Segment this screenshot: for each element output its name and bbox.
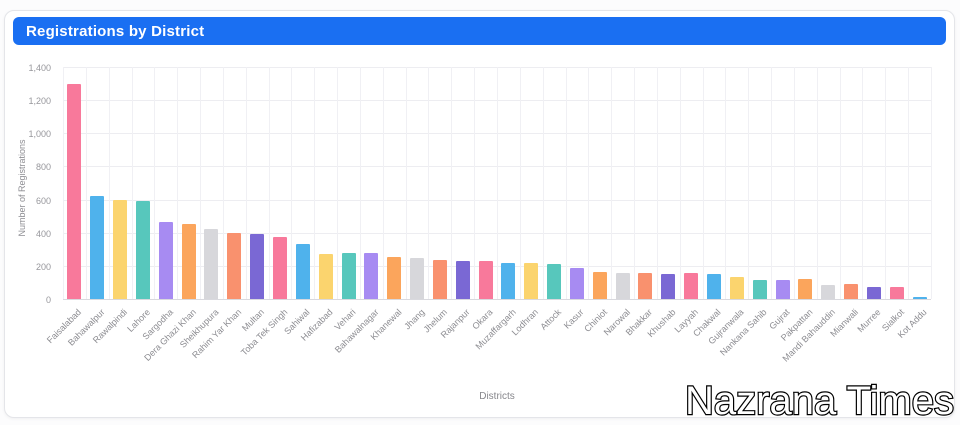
y-tick-label: 1,000 bbox=[28, 129, 51, 140]
gridline-vertical bbox=[63, 67, 64, 299]
gridline-vertical bbox=[359, 67, 361, 299]
gridline-vertical bbox=[291, 67, 293, 299]
bar-toba-tek-singh[interactable] bbox=[273, 236, 287, 299]
bar-dera-ghazi-khan[interactable] bbox=[181, 224, 196, 299]
bar-khushab[interactable] bbox=[661, 274, 676, 299]
gridline-vertical bbox=[885, 67, 887, 299]
bar-mianwali[interactable] bbox=[844, 284, 859, 299]
gridline-vertical bbox=[154, 67, 156, 299]
x-tick-label: Attock bbox=[538, 307, 564, 332]
watermark-text: Nazrana Times bbox=[685, 379, 954, 423]
bar-rahim-yar-khan[interactable] bbox=[227, 232, 242, 299]
bar-sheikhupura[interactable] bbox=[204, 228, 219, 299]
page-title: Registrations by District bbox=[26, 22, 205, 40]
x-axis-line bbox=[63, 299, 931, 300]
bar-vehari[interactable] bbox=[341, 253, 356, 299]
gridline-vertical bbox=[908, 67, 910, 299]
gridline-vertical bbox=[634, 67, 636, 299]
gridline-vertical bbox=[862, 67, 864, 299]
gridline-vertical bbox=[314, 67, 316, 299]
y-tick-label: 800 bbox=[35, 162, 51, 173]
bar-lodhran[interactable] bbox=[524, 263, 539, 299]
gridline-vertical bbox=[702, 67, 704, 299]
bar-kot-addu[interactable] bbox=[912, 297, 927, 299]
bar-faisalabad[interactable] bbox=[67, 83, 82, 299]
bar-chiniot[interactable] bbox=[592, 271, 607, 299]
gridline-vertical bbox=[245, 67, 247, 299]
gridline-vertical bbox=[611, 67, 613, 299]
bar-narowal[interactable] bbox=[615, 273, 630, 299]
card-header: Registrations by District bbox=[13, 17, 946, 45]
bar-lahore[interactable] bbox=[135, 201, 150, 299]
bar-kasur[interactable] bbox=[569, 268, 584, 299]
bar-sargodha[interactable] bbox=[158, 221, 173, 299]
bar-gujranwala[interactable] bbox=[729, 277, 744, 299]
gridline-vertical bbox=[268, 67, 270, 299]
gridline-vertical bbox=[542, 67, 544, 299]
bar-murree[interactable] bbox=[866, 286, 881, 299]
y-tick-label: 1,400 bbox=[28, 63, 51, 73]
gridline-vertical bbox=[519, 67, 521, 299]
bar-bhakkar[interactable] bbox=[638, 272, 653, 299]
gridline-vertical bbox=[793, 67, 795, 299]
y-tick-label: 200 bbox=[35, 261, 51, 272]
bar-sialkot[interactable] bbox=[889, 287, 904, 299]
bar-jhang[interactable] bbox=[410, 258, 425, 299]
bar-khanewal[interactable] bbox=[387, 256, 402, 299]
bar-gujrat[interactable] bbox=[775, 279, 790, 299]
gridline-vertical bbox=[588, 67, 590, 299]
gridline-vertical bbox=[428, 67, 430, 299]
gridline-vertical bbox=[131, 67, 133, 299]
bar-muzaffargarh[interactable] bbox=[501, 263, 516, 299]
bar-bahawalnagar[interactable] bbox=[364, 252, 379, 299]
gridline-vertical bbox=[222, 67, 224, 299]
gridline-vertical bbox=[405, 67, 407, 299]
gridline-vertical bbox=[200, 67, 202, 299]
y-axis: 0 200 400 600 800 1,000 1,200 1,400 bbox=[5, 63, 57, 305]
bar-sahiwal[interactable] bbox=[295, 244, 310, 299]
y-tick-label: 600 bbox=[35, 195, 51, 206]
gridline-vertical bbox=[839, 67, 841, 299]
bar-rajanpur[interactable] bbox=[455, 260, 470, 299]
bar-bahawalpur[interactable] bbox=[90, 196, 105, 299]
gridline-vertical bbox=[748, 67, 750, 299]
bar-chart: 0 200 400 600 800 1,000 1,200 1,400 Number of R… bbox=[5, 53, 954, 417]
gridline-vertical bbox=[816, 67, 818, 299]
x-tick-label: Murree bbox=[855, 307, 883, 335]
bar-chakwal[interactable] bbox=[707, 274, 721, 299]
bar-pakpattan[interactable] bbox=[798, 279, 813, 299]
bar-multan[interactable] bbox=[250, 234, 265, 299]
gridline-vertical bbox=[679, 67, 681, 299]
y-tick-label: 1,200 bbox=[28, 96, 51, 107]
bar-hafizabad[interactable] bbox=[318, 254, 333, 299]
gridline-vertical bbox=[497, 67, 498, 299]
gridline-vertical bbox=[85, 67, 87, 299]
registrations-card: Registrations by District 0 200 400 600 800 1… bbox=[4, 10, 955, 418]
x-axis-labels: Faisalabad Bahawalpur Rawalpindi Lahore Sarg… bbox=[45, 303, 931, 383]
gridline-vertical bbox=[771, 67, 773, 299]
bar-nankana-sahib[interactable] bbox=[752, 279, 767, 299]
y-tick-label: 0 bbox=[45, 295, 51, 305]
bar-rawalpindi[interactable] bbox=[113, 199, 128, 299]
gridline-vertical bbox=[177, 67, 179, 299]
bar-mandi-bahauddin[interactable] bbox=[821, 284, 836, 299]
gridline-vertical bbox=[451, 67, 453, 299]
gridline-vertical bbox=[337, 67, 339, 299]
x-axis-title: Districts bbox=[479, 391, 515, 402]
bar-layyah[interactable] bbox=[684, 273, 699, 299]
gridline-vertical bbox=[725, 67, 727, 299]
watermark: Nazrana Times bbox=[684, 378, 955, 424]
y-tick-label: 400 bbox=[35, 228, 51, 239]
bar-jhelum[interactable] bbox=[432, 260, 447, 299]
gridline-vertical bbox=[931, 67, 932, 299]
gridline-vertical bbox=[474, 67, 476, 299]
gridline-vertical bbox=[382, 67, 384, 299]
gridline-vertical bbox=[108, 67, 110, 299]
gridline-vertical bbox=[656, 67, 658, 299]
gridline-vertical bbox=[565, 67, 567, 299]
bar-okara[interactable] bbox=[478, 260, 493, 299]
bar-attock[interactable] bbox=[547, 264, 562, 299]
plot-area bbox=[63, 67, 932, 300]
